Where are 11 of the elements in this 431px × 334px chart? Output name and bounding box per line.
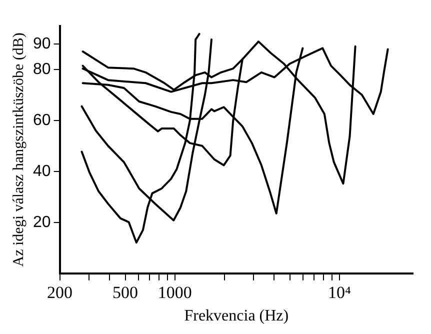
x-axis-title: Frekvencia (Hz) — [184, 308, 289, 325]
x-tick-label: 1000 — [158, 283, 192, 302]
y-tick-label: 80 — [33, 60, 51, 78]
x-tick-label: 500 — [112, 283, 138, 302]
x-tick-label: 200 — [47, 283, 73, 302]
y-tick-label: 60 — [33, 112, 51, 129]
x-tick-label: 10⁴ — [328, 283, 351, 302]
y-axis-title: Az idegi válasz hangszintküszöbe (dB) — [10, 32, 27, 267]
y-tick-label: 20 — [33, 214, 51, 231]
y-tick-label: 40 — [33, 162, 51, 180]
y-tick-label: 90 — [33, 35, 51, 52]
